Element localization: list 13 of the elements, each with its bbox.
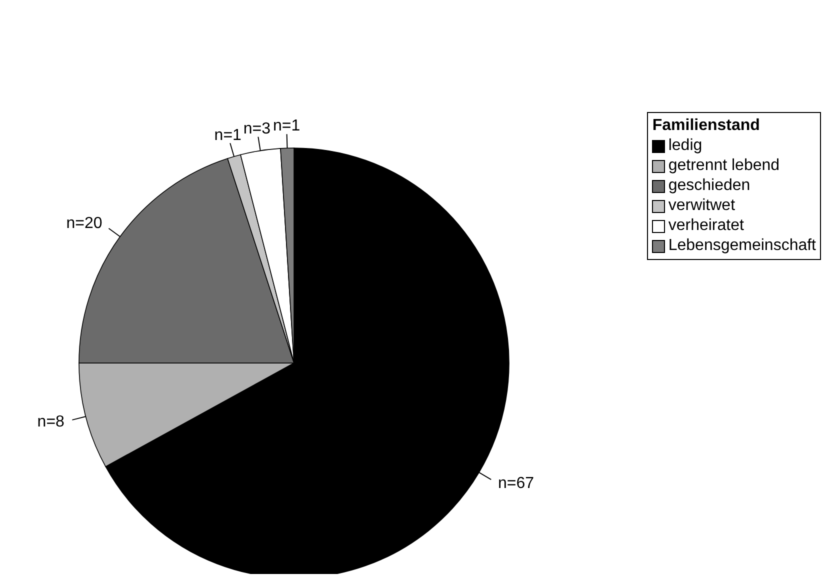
data-label: n=1 bbox=[272, 118, 300, 135]
legend-title: Familienstand bbox=[652, 116, 761, 136]
legend-label: verheiratet bbox=[668, 216, 744, 236]
legend-label: verwitwet bbox=[668, 196, 736, 216]
legend-label: getrennt lebend bbox=[668, 156, 780, 176]
legend-label: ledig bbox=[668, 136, 702, 156]
data-label: n=20 bbox=[66, 215, 102, 232]
data-label: n=67 bbox=[498, 475, 534, 492]
data-label: n=8 bbox=[37, 413, 65, 430]
legend-label: Lebensgemeinschaft bbox=[668, 236, 816, 256]
data-label: n=1 bbox=[214, 126, 242, 144]
data-label: n=3 bbox=[243, 120, 271, 138]
legend-label: geschieden bbox=[668, 176, 750, 196]
